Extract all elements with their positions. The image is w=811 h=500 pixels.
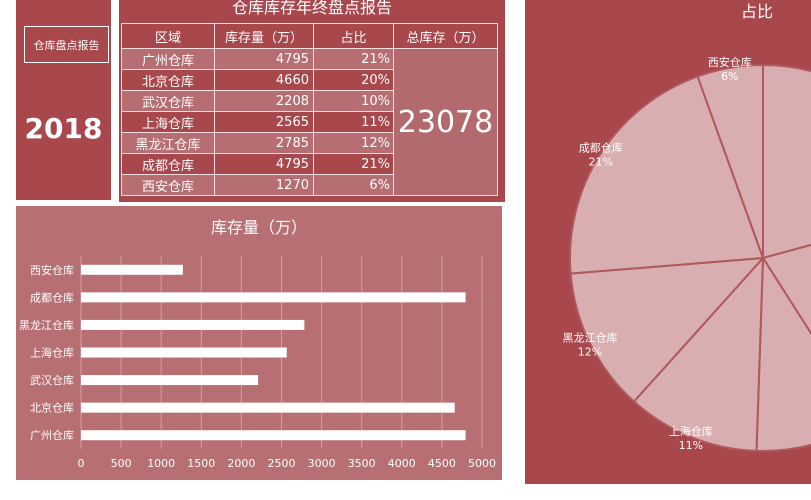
table-row: 黑龙江仓库 2785 12% — [121, 132, 498, 154]
report-label: 仓库盘点报告 — [33, 38, 100, 52]
pie-slice — [632, 255, 765, 452]
bar — [81, 375, 259, 386]
bar — [81, 264, 183, 275]
cell-region: 上海仓库 — [121, 111, 215, 133]
bar-series — [81, 264, 466, 441]
bar — [81, 430, 466, 441]
bar-category-label: 武汉仓库 — [30, 373, 74, 387]
cell-region: 武汉仓库 — [121, 90, 215, 112]
bar — [81, 319, 305, 330]
pie-percent: 6% — [721, 70, 738, 83]
pie-slice — [569, 256, 766, 403]
cell-region: 成都仓库 — [121, 153, 215, 175]
pie-chart-panel: 占比 上海仓库 11% 黑龙江仓库 12% 成都仓库 21% 西安仓库 6% — [525, 0, 811, 484]
cell-stock: 2785 — [214, 132, 314, 154]
pie-label: 成都仓库 — [579, 140, 623, 154]
cell-share: 11% — [313, 111, 394, 133]
cell-stock: 1270 — [214, 174, 314, 196]
table-row: 广州仓库 4795 21% 23078 — [121, 48, 498, 196]
bar — [81, 402, 455, 413]
bar-tick-label: 2000 — [227, 457, 255, 470]
cell-share: 20% — [313, 69, 394, 91]
inventory-table-panel: 仓库库存年终盘点报告 区域 库存量（万） 占比 总库存（万） 广州仓库 4795 2… — [119, 0, 505, 202]
cell-stock: 4795 — [214, 153, 314, 175]
table-body: 广州仓库 4795 21% 23078 北京仓库 4660 20% 武汉仓库 2208 10% 上海… — [121, 48, 498, 196]
cell-stock: 4660 — [214, 69, 314, 91]
bar-tick-label: 4000 — [388, 457, 416, 470]
cell-region: 黑龙江仓库 — [121, 132, 215, 154]
total-value: 23078 — [393, 48, 498, 196]
header-region: 区域 — [121, 23, 215, 49]
bar-tick-label: 0 — [78, 457, 85, 470]
pie-slice — [762, 63, 811, 260]
table-row: 成都仓库 4795 21% — [121, 153, 498, 175]
pie-slices — [569, 63, 811, 452]
bar-chart-title: 库存量（万） — [211, 218, 307, 237]
report-summary-panel: 仓库盘点报告 2018 — [16, 0, 111, 200]
bar-tick-label: 4500 — [428, 457, 456, 470]
cell-stock: 2208 — [214, 90, 314, 112]
cell-share: 10% — [313, 90, 394, 112]
report-year: 2018 — [24, 112, 103, 145]
table-header-row: 区域 库存量（万） 占比 总库存（万） — [121, 23, 498, 49]
bar-tick-label: 5000 — [468, 457, 496, 470]
bar-chart: 库存量（万） 广州仓库 北京仓库 武汉仓库 上海仓库 黑龙江仓库 成都仓库 西安仓库 0 50… — [19, 218, 497, 470]
table-title: 仓库库存年终盘点报告 — [231, 0, 392, 17]
bar-tick-label: 2500 — [268, 457, 296, 470]
bar-category-labels: 广州仓库 北京仓库 武汉仓库 上海仓库 黑龙江仓库 成都仓库 西安仓库 — [19, 263, 74, 442]
pie-slice — [761, 243, 811, 336]
cell-region: 西安仓库 — [121, 174, 215, 196]
bar-category-label: 北京仓库 — [30, 401, 74, 415]
table-row: 西安仓库 1270 6% — [121, 174, 498, 196]
cell-share: 12% — [313, 132, 394, 154]
header-share: 占比 — [313, 23, 394, 49]
bar-tick-label: 1500 — [187, 457, 215, 470]
bar-category-label: 上海仓库 — [30, 346, 74, 360]
inventory-table: 区域 库存量（万） 占比 总库存（万） 广州仓库 4795 21% 23078 北京仓库… — [121, 23, 498, 196]
bar-tick-label: 1000 — [147, 457, 175, 470]
table-row: 上海仓库 2565 11% — [121, 111, 498, 133]
header-stock: 库存量（万） — [214, 23, 314, 49]
cell-stock: 4795 — [214, 48, 314, 70]
cell-share: 21% — [313, 153, 394, 175]
pie-percent: 21% — [589, 155, 613, 168]
bar — [81, 292, 466, 303]
pie-chart-title: 占比 — [741, 2, 773, 21]
cell-stock: 2565 — [214, 111, 314, 133]
pie-percent: 12% — [578, 346, 602, 359]
pie-label: 西安仓库 — [708, 55, 752, 69]
bar-category-label: 广州仓库 — [30, 428, 74, 442]
cell-share: 6% — [313, 174, 394, 196]
bar-category-label: 西安仓库 — [30, 263, 74, 277]
cell-share: 21% — [313, 48, 394, 70]
bar — [81, 347, 287, 358]
pie-slice — [755, 254, 811, 452]
report-label-box: 仓库盘点报告 — [24, 26, 109, 63]
bar-category-label: 成都仓库 — [30, 290, 74, 304]
header-total: 总库存（万） — [393, 23, 498, 49]
pie-label: 上海仓库 — [669, 424, 713, 438]
cell-region: 北京仓库 — [121, 69, 215, 91]
bar-tick-label: 500 — [111, 457, 132, 470]
pie-slice — [696, 63, 764, 259]
bar-tick-label: 3000 — [308, 457, 336, 470]
bar-tick-label: 3500 — [348, 457, 376, 470]
bar-category-label: 黑龙江仓库 — [19, 318, 74, 332]
cell-region: 广州仓库 — [121, 48, 215, 70]
pie-label: 黑龙江仓库 — [563, 331, 618, 345]
pie-percent: 11% — [679, 439, 703, 452]
bar-chart-panel: 库存量（万） 广州仓库 北京仓库 武汉仓库 上海仓库 黑龙江仓库 成都仓库 西安仓库 0 50… — [16, 206, 502, 480]
bar-tick-labels: 0 500 1000 1500 2000 2500 3000 3500 4000 4500 5000 — [78, 457, 497, 470]
